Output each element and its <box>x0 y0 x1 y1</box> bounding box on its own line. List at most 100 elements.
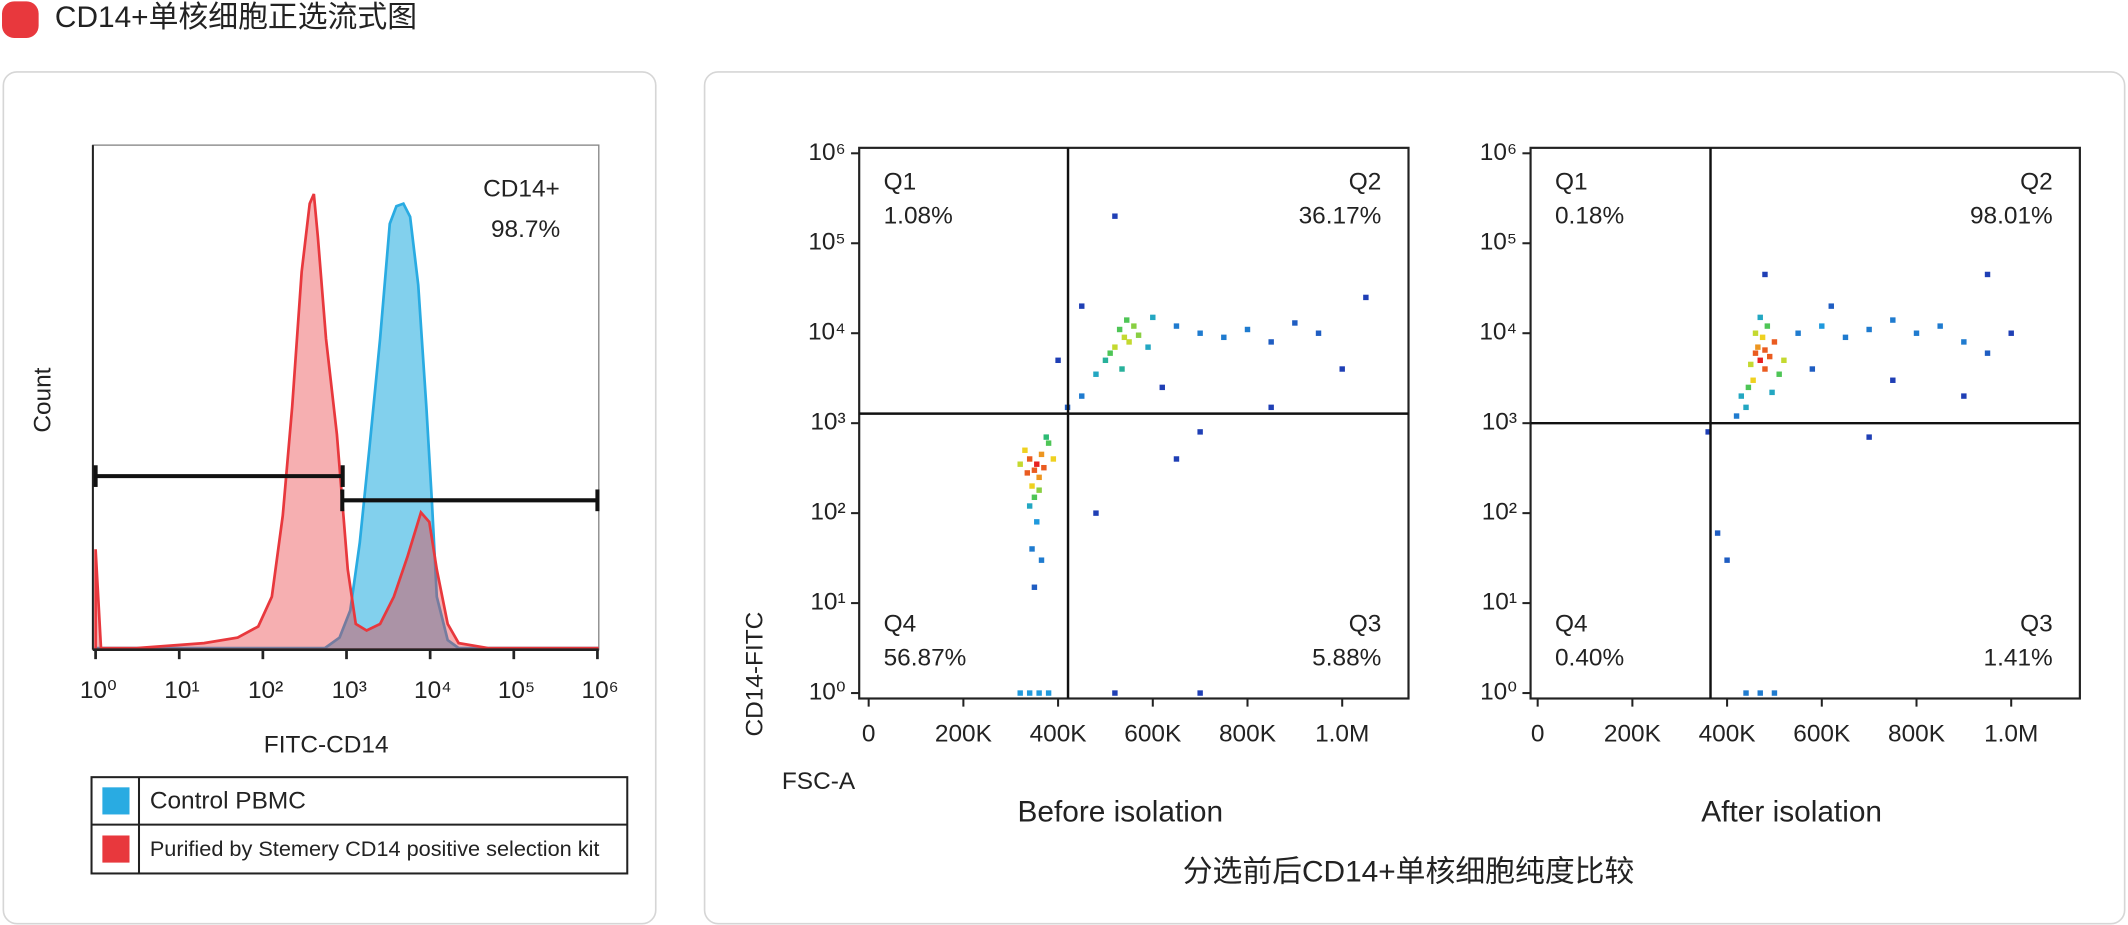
quadrant-name: Q3 <box>2020 611 2053 638</box>
event-point <box>1150 314 1156 321</box>
event-point <box>1705 429 1711 435</box>
event-point <box>1112 344 1118 350</box>
event-point <box>1766 353 1773 360</box>
event-point <box>1755 344 1761 350</box>
x-tick-label: 1.0M <box>1984 721 2038 748</box>
event-point <box>1984 271 1991 278</box>
event-point <box>1159 384 1165 391</box>
quadrant-name: Q2 <box>2020 169 2053 196</box>
caption: 分选前后CD14+单核细胞纯度比较 <box>1183 855 1635 888</box>
event-point <box>1121 334 1128 341</box>
event-point <box>1173 456 1180 462</box>
x-tick-label: 200K <box>935 721 992 748</box>
event-point <box>1112 213 1118 219</box>
event-point <box>1268 404 1274 411</box>
x-tick-label: 1.0M <box>1315 721 1369 748</box>
quadrant-name: Q1 <box>1555 169 1588 196</box>
x-tick-label: 0 <box>1531 721 1545 748</box>
legend-swatch <box>102 835 130 863</box>
quadrant-name: Q4 <box>884 611 917 638</box>
event-point <box>1026 456 1033 462</box>
event-point <box>1292 320 1298 326</box>
y-tick-label: 10⁴ <box>808 319 846 346</box>
event-point <box>1145 344 1151 350</box>
y-tick-label: 10⁴ <box>1479 319 1517 346</box>
x-axis-label: FSC-A <box>782 768 856 795</box>
scatter-panel <box>703 71 2126 925</box>
event-point <box>1724 557 1730 563</box>
event-point <box>1762 347 1768 353</box>
event-point <box>1034 519 1040 525</box>
x-tick-label: 800K <box>1888 721 1945 748</box>
event-point <box>1842 334 1849 341</box>
x-tick-label: 800K <box>1219 721 1276 748</box>
subtitle: Before isolation <box>1017 796 1223 829</box>
event-point <box>1112 690 1118 696</box>
quadrant-percent: 36.17% <box>1299 202 1382 229</box>
legend-swatch <box>102 787 130 815</box>
event-point <box>1764 323 1771 329</box>
y-tick-label: 10¹ <box>810 589 845 616</box>
event-point <box>1079 303 1085 309</box>
annotation: 98.7% <box>491 216 560 243</box>
event-point <box>1026 690 1033 696</box>
x-axis-label: FITC-CD14 <box>264 731 389 758</box>
event-point <box>1036 487 1042 493</box>
event-point <box>1961 339 1967 345</box>
event-point <box>1315 330 1322 336</box>
event-point <box>1126 339 1132 345</box>
event-point <box>1268 339 1274 345</box>
x-tick-label: 10⁴ <box>414 677 452 704</box>
event-point <box>1244 326 1251 333</box>
event-point <box>1733 413 1740 419</box>
event-point <box>1041 464 1047 471</box>
quadrant-name: Q2 <box>1349 169 1382 196</box>
quadrant-percent: 1.08% <box>884 202 953 229</box>
event-point <box>1093 371 1099 377</box>
event-point <box>1038 557 1045 563</box>
event-point <box>1363 294 1369 301</box>
event-point <box>1762 271 1768 278</box>
y-tick-label: 10⁶ <box>1480 139 1517 166</box>
y-axis-label: Count <box>30 367 57 432</box>
event-point <box>1890 377 1896 383</box>
event-point <box>1221 334 1227 341</box>
x-tick-label: 10⁶ <box>582 677 619 704</box>
event-point <box>1866 326 1872 333</box>
histogram-panel <box>2 71 657 925</box>
quadrant-percent: 98.01% <box>1970 202 2053 229</box>
event-point <box>1119 366 1125 372</box>
event-point <box>1819 323 1825 329</box>
event-point <box>1079 393 1085 399</box>
event-point <box>1738 393 1745 399</box>
y-tick-label: 10¹ <box>1482 589 1517 616</box>
y-tick-label: 10⁶ <box>808 139 845 166</box>
y-tick-label: 10⁵ <box>1480 229 1517 256</box>
event-point <box>1197 429 1203 435</box>
event-point <box>1866 434 1872 440</box>
event-point <box>1752 330 1759 336</box>
x-tick-label: 10⁵ <box>498 677 535 704</box>
x-tick-label: 10⁰ <box>80 677 117 704</box>
event-point <box>1102 357 1109 364</box>
event-point <box>1026 503 1033 509</box>
event-point <box>1038 451 1045 458</box>
event-point <box>1339 366 1345 372</box>
event-point <box>1748 361 1754 368</box>
y-tick-label: 10⁵ <box>808 229 845 256</box>
event-point <box>1036 690 1042 696</box>
quadrant-percent: 5.88% <box>1312 645 1381 672</box>
event-point <box>1173 323 1180 329</box>
event-point <box>1022 447 1028 453</box>
event-point <box>1093 510 1099 516</box>
event-point <box>1029 483 1035 489</box>
event-point <box>1750 377 1756 383</box>
quadrant-percent: 0.40% <box>1555 645 1624 672</box>
event-point <box>1034 461 1040 467</box>
quadrant-name: Q3 <box>1349 611 1382 638</box>
quadrant-percent: 56.87% <box>884 645 967 672</box>
quadrant-name: Q4 <box>1555 611 1588 638</box>
y-tick-label: 10⁰ <box>1480 679 1517 706</box>
event-point <box>1045 440 1052 446</box>
event-point <box>2008 330 2014 336</box>
